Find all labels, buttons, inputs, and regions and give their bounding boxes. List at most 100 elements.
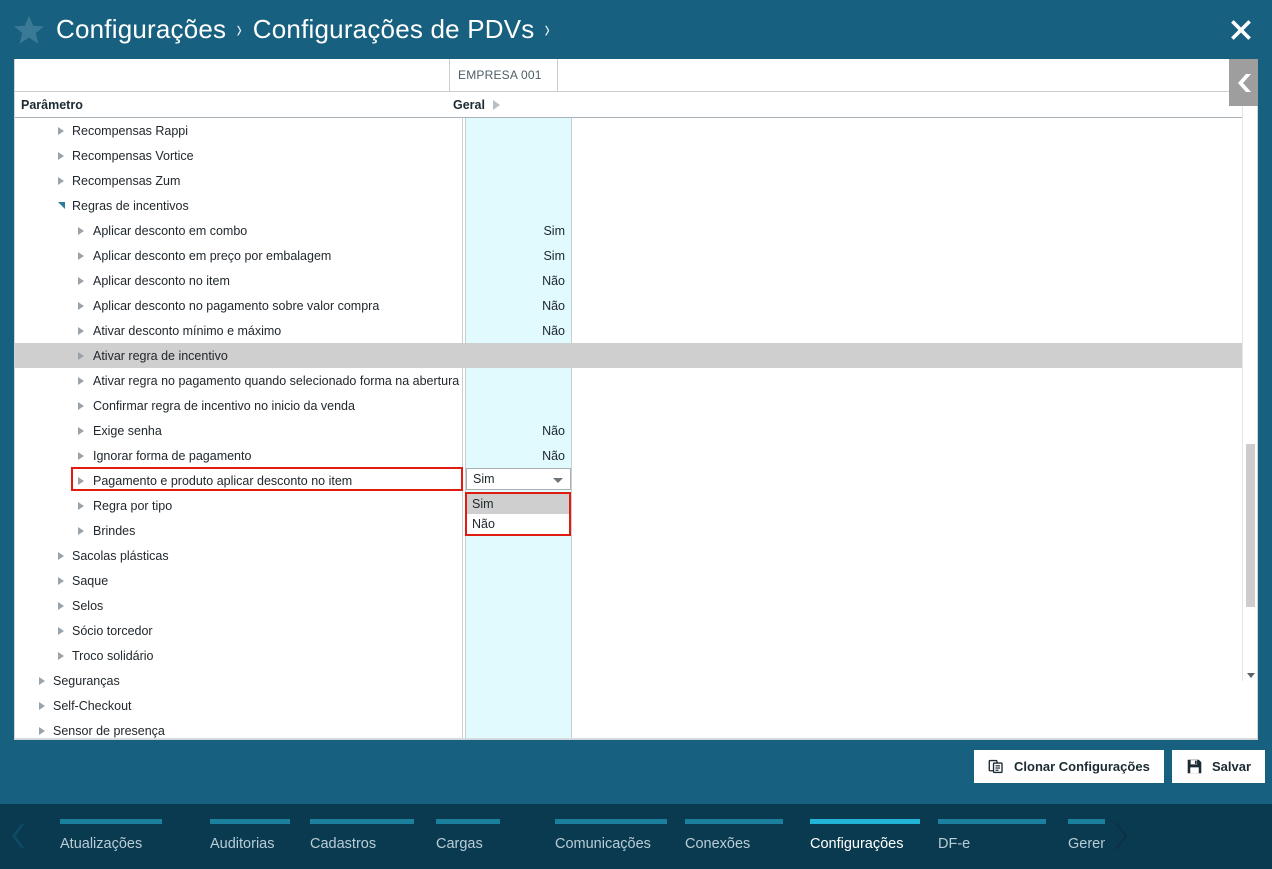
dropdown-option-nao[interactable]: Não [472, 517, 495, 531]
column-header-parametro[interactable]: Parâmetro [21, 97, 83, 112]
row-value[interactable]: Sim [543, 248, 565, 263]
row-value[interactable]: Não [542, 448, 565, 463]
nav-item-atualiza-es[interactable]: Atualizações [60, 819, 162, 852]
tree-collapsed-icon[interactable] [55, 593, 67, 618]
row-value[interactable]: Não [542, 423, 565, 438]
table-row[interactable]: Regras de incentivos [15, 193, 1257, 218]
save-label: Salvar [1212, 759, 1252, 774]
table-row[interactable]: Sensor de presença [15, 718, 1257, 739]
row-label: Sensor de presença [53, 723, 165, 738]
nav-prev-button[interactable] [8, 820, 28, 852]
table-row[interactable]: Aplicar desconto em preço por embalagem S… [15, 243, 1257, 268]
clone-settings-button[interactable]: Clonar Configurações [974, 750, 1164, 783]
table-row[interactable]: Recompensas Rappi [15, 118, 1257, 143]
scrollbar-thumb[interactable] [1246, 444, 1255, 607]
tree-collapsed-icon[interactable] [75, 318, 87, 343]
row-value[interactable]: Não [542, 298, 565, 313]
table-row[interactable]: Aplicar desconto em combo Sim [15, 218, 1257, 243]
tree-collapsed-icon[interactable] [75, 343, 87, 368]
table-row[interactable]: Exige senha Não [15, 418, 1257, 443]
nav-item-label: Cadastros [310, 836, 377, 852]
tree-collapsed-icon[interactable] [75, 493, 87, 518]
nav-item-configura-es[interactable]: Configurações [810, 819, 920, 852]
breadcrumb-separator-icon: › [236, 15, 243, 43]
triangle-right-icon [39, 726, 45, 735]
table-row[interactable]: Ativar regra de incentivo [15, 343, 1257, 368]
row-value[interactable]: Sim [543, 223, 565, 238]
tree-collapsed-icon[interactable] [36, 693, 48, 718]
nav-item-conex-es[interactable]: Conexões [685, 819, 783, 852]
grid-column-header-row: Parâmetro Geral [15, 92, 1257, 118]
row-value[interactable]: Não [542, 273, 565, 288]
table-row[interactable]: Aplicar desconto no pagamento sobre valo… [15, 293, 1257, 318]
row-value[interactable]: Não [542, 323, 565, 338]
table-row[interactable]: Pagamento e produto aplicar desconto no … [15, 468, 1257, 493]
table-row[interactable]: Recompensas Zum [15, 168, 1257, 193]
column-header-geral[interactable]: Geral [453, 92, 500, 117]
tree-collapsed-icon[interactable] [36, 718, 48, 739]
table-row[interactable]: Selos [15, 593, 1257, 618]
combobox-dropdown[interactable]: Sim Não [465, 492, 571, 536]
tree-collapsed-icon[interactable] [75, 418, 87, 443]
value-combobox[interactable]: Sim [466, 468, 571, 490]
tree-collapsed-icon[interactable] [55, 168, 67, 193]
scroll-down-arrow-icon[interactable] [1247, 673, 1255, 678]
tree-collapsed-icon[interactable] [55, 643, 67, 668]
tree-collapsed-icon[interactable] [75, 293, 87, 318]
collapse-panel-button[interactable] [1229, 59, 1258, 106]
table-row[interactable]: Regra por tipoNão [15, 493, 1257, 518]
save-button[interactable]: Salvar [1172, 750, 1266, 783]
breadcrumb-item-1[interactable]: Configurações de PDVs [252, 14, 535, 44]
star-icon[interactable] [12, 13, 46, 47]
nav-item-df-e[interactable]: DF-e [938, 819, 1046, 852]
nav-item-cargas[interactable]: Cargas [436, 819, 500, 852]
tree-collapsed-icon[interactable] [55, 543, 67, 568]
table-row[interactable]: Recompensas Vortice [15, 143, 1257, 168]
table-row[interactable]: Self-Checkout [15, 693, 1257, 718]
nav-next-button[interactable] [1110, 820, 1134, 852]
tree-collapsed-icon[interactable] [55, 143, 67, 168]
nav-item-gerenciamento[interactable]: Gerenciamento [1068, 819, 1105, 852]
tree-collapsed-icon[interactable] [55, 568, 67, 593]
table-row[interactable]: Confirmar regra de incentivo no inicio d… [15, 393, 1257, 418]
tree-collapsed-icon[interactable] [75, 218, 87, 243]
table-row[interactable]: Sócio torcedor [15, 618, 1257, 643]
table-row[interactable]: Ignorar forma de pagamento Não [15, 443, 1257, 468]
nav-item-cadastros[interactable]: Cadastros [310, 819, 414, 852]
row-label: Self-Checkout [53, 698, 132, 713]
triangle-right-icon [78, 276, 84, 285]
table-row[interactable]: Sacolas plásticas [15, 543, 1257, 568]
tree-collapsed-icon[interactable] [75, 468, 87, 493]
tree-collapsed-icon[interactable] [75, 268, 87, 293]
row-label: Aplicar desconto em combo [93, 223, 248, 238]
tree-collapsed-icon[interactable] [75, 443, 87, 468]
grid-vertical-scrollbar[interactable] [1242, 59, 1257, 681]
table-row[interactable]: Saque [15, 568, 1257, 593]
table-row[interactable]: Seguranças [15, 668, 1257, 693]
tree-collapsed-icon[interactable] [75, 368, 87, 393]
table-row[interactable]: Ativar desconto mínimo e máximo Não [15, 318, 1257, 343]
row-label: Pagamento e produto aplicar desconto no … [93, 473, 353, 488]
nav-item-comunica-es[interactable]: Comunicações [555, 819, 667, 852]
dropdown-option-sim[interactable]: Sim [467, 494, 569, 514]
floppy-disk-icon [1187, 759, 1202, 774]
nav-item-auditorias[interactable]: Auditorias [210, 819, 290, 852]
tree-collapsed-icon[interactable] [55, 618, 67, 643]
tree-collapsed-icon[interactable] [75, 393, 87, 418]
table-row[interactable]: Brindes [15, 518, 1257, 543]
tree-collapsed-icon[interactable] [75, 243, 87, 268]
tree-expanded-icon[interactable] [55, 193, 67, 218]
table-row[interactable]: Aplicar desconto no item Não [15, 268, 1257, 293]
breadcrumb: Configurações › Configurações de PDVs › [56, 14, 552, 45]
row-label: Ativar regra no pagamento quando selecio… [93, 373, 460, 388]
tree-collapsed-icon[interactable] [75, 518, 87, 543]
chevron-down-icon[interactable] [553, 478, 563, 483]
settings-tree: Recompensas Rappi Recompensas Vortice Reco… [15, 118, 1257, 739]
tree-collapsed-icon[interactable] [55, 118, 67, 143]
settings-grid-card: EMPRESA 001 Parâmetro Geral Recompensas … [14, 59, 1258, 740]
tree-collapsed-icon[interactable] [36, 668, 48, 693]
breadcrumb-item-0[interactable]: Configurações [56, 14, 227, 44]
close-icon[interactable] [1224, 13, 1258, 47]
table-row[interactable]: Troco solidário [15, 643, 1257, 668]
table-row[interactable]: Ativar regra no pagamento quando selecio… [15, 368, 1257, 393]
